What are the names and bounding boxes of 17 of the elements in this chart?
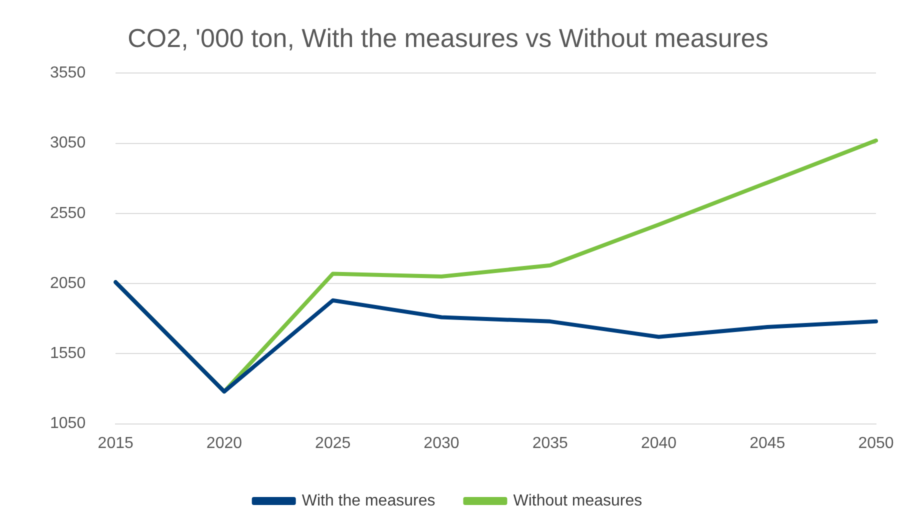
y-tick-label: 3050: [50, 134, 86, 152]
x-tick-label: 2020: [206, 434, 242, 452]
x-tick-label: 2015: [98, 434, 134, 452]
y-tick-label: 1550: [50, 345, 86, 362]
y-tick-label: 2550: [50, 204, 86, 222]
legend-label: With the measures: [302, 492, 436, 510]
x-tick-label: 2050: [858, 434, 894, 452]
y-tick-label: 1050: [50, 415, 86, 432]
y-tick-label: 3550: [50, 64, 86, 82]
x-tick-label: 2045: [750, 434, 786, 452]
chart-title: CO2, '000 ton, With the measures vs Without measures: [128, 22, 768, 53]
x-tick-label: 2030: [424, 434, 460, 452]
x-tick-label: 2035: [532, 434, 568, 452]
x-tick-label: 2025: [315, 434, 351, 452]
legend-label: Without measures: [513, 492, 642, 510]
y-tick-label: 2050: [50, 274, 86, 292]
x-tick-label: 2040: [640, 434, 677, 452]
